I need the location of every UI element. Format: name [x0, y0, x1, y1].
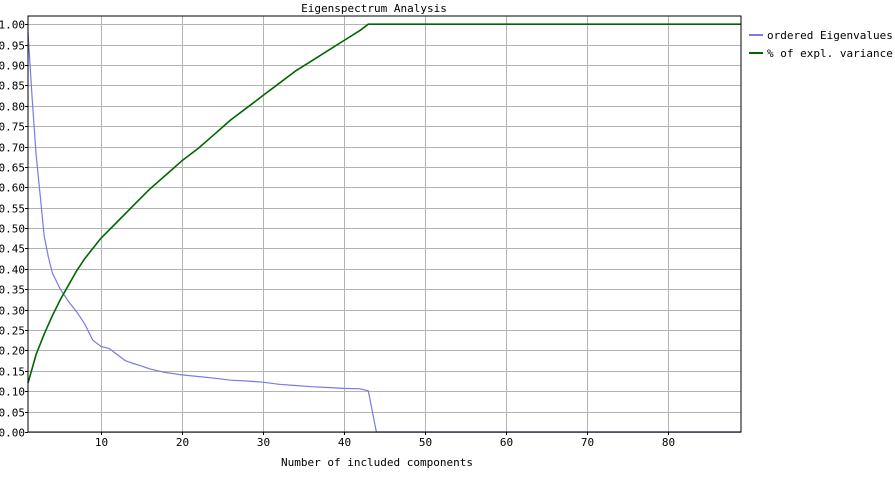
x-tick-label: 70	[581, 436, 594, 449]
series-layer	[27, 23, 741, 433]
legend-label: % of expl. variance	[767, 47, 893, 60]
y-tick-label: 0.20	[0, 345, 25, 358]
y-tick-label: 0.00	[0, 427, 25, 440]
x-tick-label: 40	[338, 436, 351, 449]
y-tick-label: 0.50	[0, 223, 25, 236]
y-tick-label: 0.95	[0, 40, 25, 53]
x-tick-label: 20	[176, 436, 189, 449]
y-tick-label: 0.60	[0, 182, 25, 195]
y-tick-label: 0.90	[0, 60, 25, 73]
y-tick-label: 0.55	[0, 203, 25, 216]
x-axis-label: Number of included components	[281, 456, 473, 469]
y-tick-label: 1.00	[0, 19, 25, 32]
y-tick-label: 0.05	[0, 407, 25, 420]
x-tick-label: 60	[500, 436, 513, 449]
y-tick-label: 0.75	[0, 121, 25, 134]
legend-label: ordered Eigenvalues	[767, 29, 893, 42]
chart-title: Eigenspectrum Analysis	[301, 2, 447, 15]
y-tick-label: 0.25	[0, 325, 25, 338]
plot-frame	[27, 15, 742, 433]
x-tick-label: 50	[419, 436, 432, 449]
legend: ordered Eigenvalues % of expl. variance	[749, 29, 893, 60]
series-line-explained-variance	[27, 23, 741, 384]
y-tick-label: 0.80	[0, 101, 25, 114]
x-tick-label: 80	[662, 436, 675, 449]
y-tick-label: 0.45	[0, 243, 25, 256]
grid-layer	[28, 16, 741, 433]
series-line-eigenvalues	[27, 32, 741, 433]
y-tick-label: 0.65	[0, 162, 25, 175]
y-tick-label: 0.30	[0, 305, 25, 318]
y-tick-label: 0.70	[0, 142, 25, 155]
tick-layer: 0.00 0.05 0.10 0.15 0.20 0.25 0.30 0.35 0.40 0.45…	[0, 19, 675, 450]
y-tick-label: 0.40	[0, 264, 25, 277]
y-tick-label: 0.10	[0, 386, 25, 399]
x-tick-label: 10	[95, 436, 108, 449]
y-tick-label: 0.15	[0, 366, 25, 379]
y-tick-label: 0.35	[0, 284, 25, 297]
x-tick-label: 30	[257, 436, 270, 449]
y-tick-label: 0.85	[0, 80, 25, 93]
